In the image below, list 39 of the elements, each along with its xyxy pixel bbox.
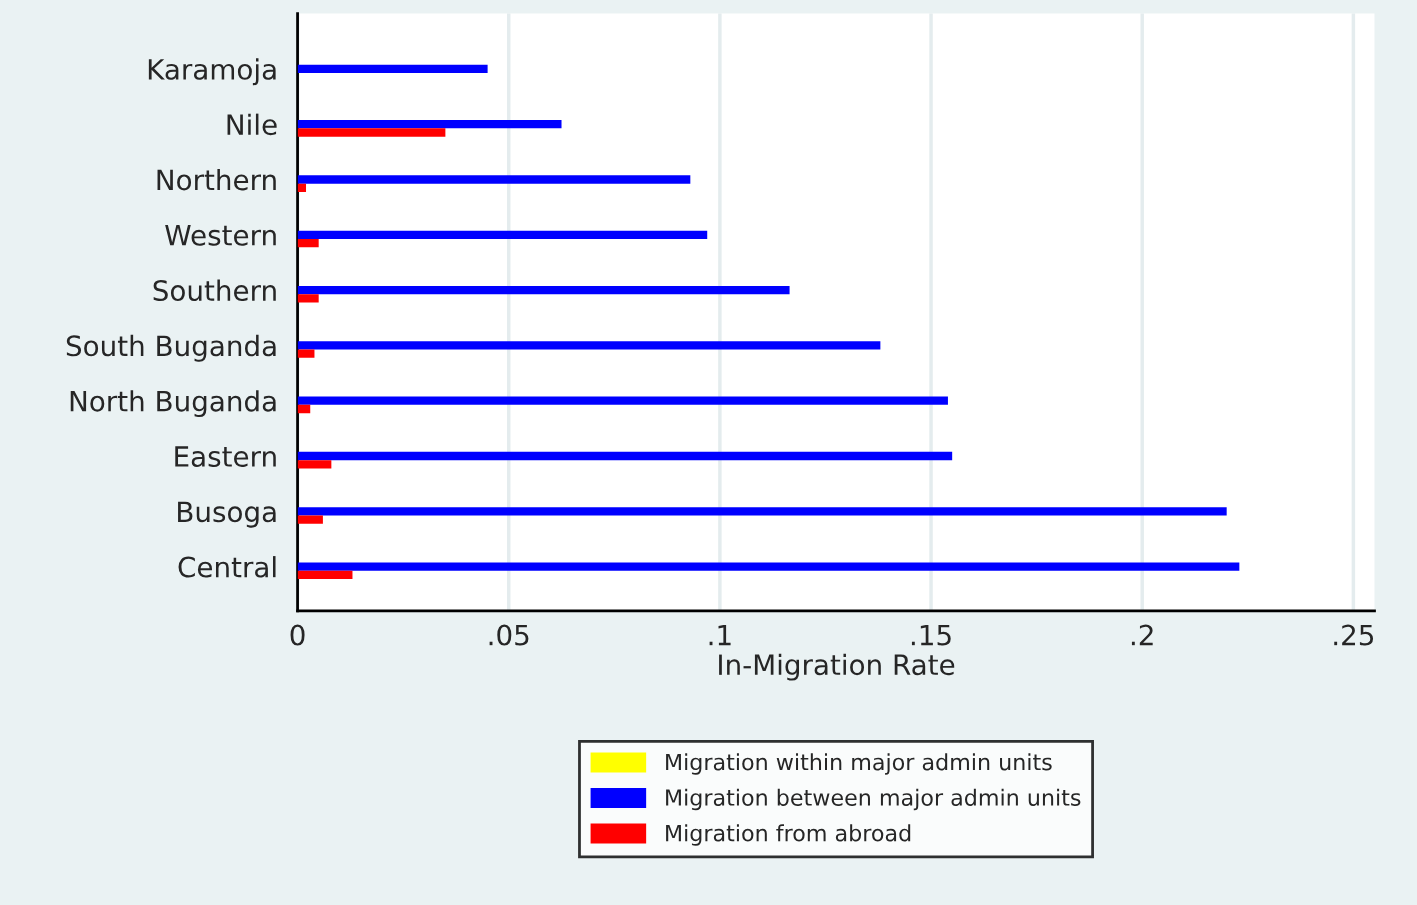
bar bbox=[297, 120, 562, 129]
bar bbox=[297, 238, 319, 248]
y-tick-label: Busoga bbox=[178, 501, 276, 528]
y-tick-label: North Buganda bbox=[70, 390, 276, 418]
x-tick-label: .05 bbox=[489, 624, 529, 646]
bar bbox=[297, 404, 311, 414]
y-tick-label: Central bbox=[178, 556, 276, 578]
x-axis-title: In-Migration Rate bbox=[719, 653, 955, 681]
x-tick-label: 0 bbox=[290, 624, 305, 646]
bar bbox=[297, 64, 488, 74]
x-tick-label: .15 bbox=[911, 624, 951, 646]
bar bbox=[297, 562, 1240, 571]
bar bbox=[297, 341, 881, 350]
bar bbox=[297, 396, 948, 405]
bar bbox=[297, 570, 353, 580]
x-tick-label: .1 bbox=[709, 624, 731, 646]
legend-label: Migration from abroad bbox=[666, 824, 911, 846]
bar bbox=[297, 515, 323, 524]
bar bbox=[297, 460, 332, 469]
bar bbox=[297, 294, 319, 303]
y-tick-label: South Buganda bbox=[66, 334, 276, 362]
y-tick-label: Nile bbox=[227, 113, 277, 136]
x-tick-label: .2 bbox=[1131, 624, 1153, 646]
bar bbox=[297, 451, 953, 461]
legend-label: Migration within major admin units bbox=[666, 753, 1052, 775]
bar bbox=[297, 507, 1227, 516]
y-tick-label: Southern bbox=[153, 279, 276, 302]
y-tick-label: Western bbox=[165, 225, 276, 246]
bar bbox=[297, 175, 691, 184]
y-tick-label: Eastern bbox=[175, 446, 276, 467]
bar bbox=[297, 349, 315, 358]
y-tick-label: Northern bbox=[157, 168, 276, 191]
legend-label: Migration between major admin units bbox=[666, 788, 1081, 811]
bar bbox=[297, 183, 307, 192]
bar bbox=[297, 230, 708, 239]
bar bbox=[297, 128, 446, 137]
x-tick-label: .25 bbox=[1334, 624, 1374, 646]
y-tick-label: Karamoja bbox=[148, 58, 276, 86]
bar bbox=[297, 285, 790, 295]
